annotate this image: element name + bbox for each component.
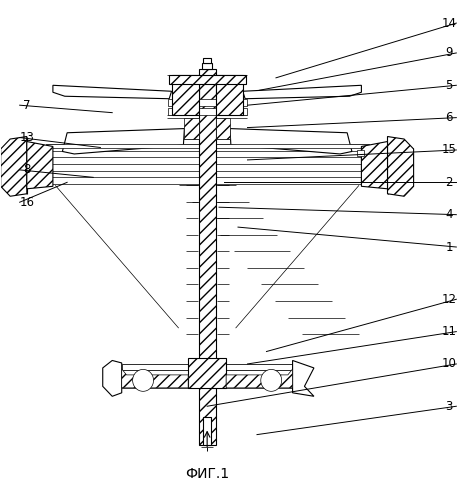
Polygon shape (198, 69, 216, 445)
Text: 10: 10 (442, 357, 456, 370)
Bar (357, 151, 364, 157)
Text: 6: 6 (446, 111, 453, 124)
Text: 8: 8 (23, 163, 30, 176)
Bar (169, 75, 246, 84)
Polygon shape (230, 129, 352, 154)
Polygon shape (62, 129, 184, 154)
Text: 11: 11 (442, 325, 456, 338)
Bar (122, 364, 293, 370)
Polygon shape (184, 118, 198, 139)
Text: 12: 12 (442, 293, 456, 306)
Text: 7: 7 (23, 99, 30, 112)
Polygon shape (0, 137, 27, 196)
Polygon shape (103, 360, 122, 396)
Bar (202, 63, 212, 69)
Bar (122, 370, 293, 376)
Bar (188, 358, 226, 388)
Polygon shape (293, 360, 314, 396)
Circle shape (261, 369, 282, 391)
Polygon shape (216, 118, 230, 139)
Text: 9: 9 (446, 46, 453, 59)
Bar (203, 417, 211, 445)
Bar (203, 58, 211, 63)
Polygon shape (226, 369, 293, 388)
Polygon shape (171, 75, 198, 115)
Polygon shape (216, 75, 243, 115)
Polygon shape (387, 137, 414, 196)
Bar (122, 376, 293, 382)
Text: 13: 13 (20, 131, 34, 144)
Polygon shape (122, 369, 188, 388)
Text: 16: 16 (20, 196, 34, 209)
Polygon shape (243, 85, 361, 99)
Bar (168, 108, 247, 115)
Circle shape (133, 369, 154, 391)
Text: 14: 14 (442, 16, 456, 29)
Bar (46, 144, 368, 148)
Text: 3: 3 (446, 400, 453, 413)
Polygon shape (53, 85, 171, 99)
Text: 2: 2 (446, 176, 453, 189)
Text: 15: 15 (442, 144, 456, 157)
Text: 1: 1 (446, 241, 453, 253)
Text: 4: 4 (446, 208, 453, 221)
Polygon shape (361, 142, 387, 189)
Bar (168, 99, 247, 106)
Polygon shape (27, 142, 53, 189)
Text: 5: 5 (446, 79, 453, 92)
Text: ФИГ.1: ФИГ.1 (185, 468, 229, 482)
Bar (122, 382, 293, 388)
